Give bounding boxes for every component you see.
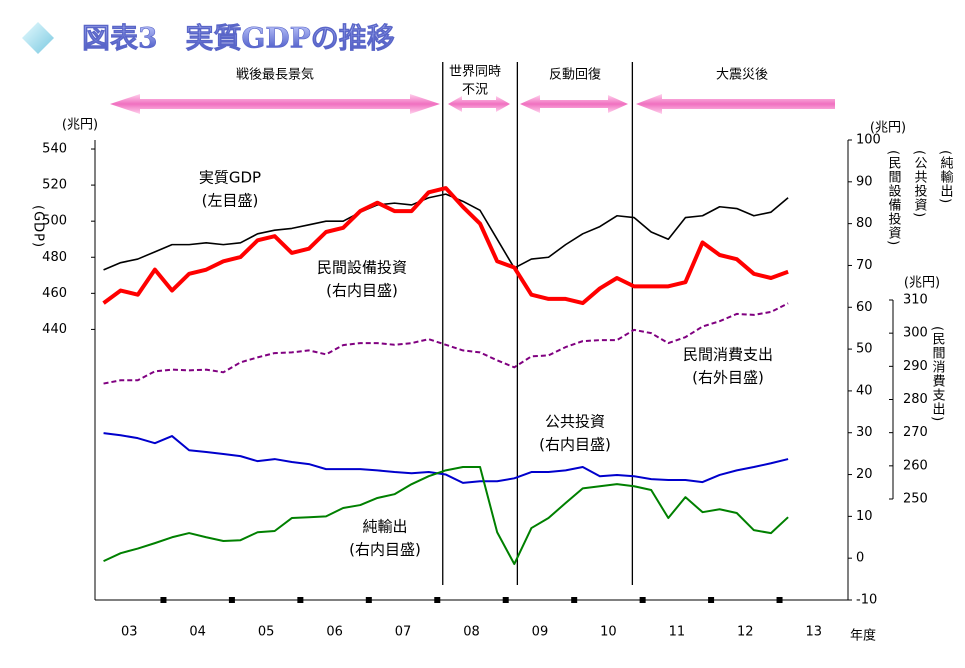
x-tick-label: 04	[189, 625, 206, 640]
series-line	[102, 186, 789, 306]
x-tick-label: 06	[326, 625, 343, 640]
x-tick	[297, 597, 304, 603]
x-tick	[571, 597, 578, 603]
y-tick-label: 480	[42, 250, 67, 265]
series-note: (右内目盛)	[326, 282, 398, 300]
y2-tick-label: 40	[856, 383, 873, 398]
series-label: 純輸出	[362, 518, 407, 536]
y-tick-label: 520	[42, 178, 67, 193]
x-tick-label: 10	[600, 625, 617, 640]
series-label: 民間消費支出	[683, 346, 773, 364]
y2-tick-label: 30	[856, 425, 873, 440]
y3-tick-label: 270	[903, 425, 928, 440]
x-tick	[708, 597, 715, 603]
series-note: (左目盛)	[202, 192, 259, 210]
y2-tick-label: 20	[856, 467, 873, 482]
x-tick-label: 05	[258, 625, 275, 640]
chart-title: 図表3 実質GDPの推移	[82, 22, 395, 55]
x-tick-label: 09	[532, 625, 549, 640]
y2-tick-label: 80	[856, 216, 873, 231]
y2-unit: (兆円)	[870, 121, 906, 136]
series-label: 民間設備投資	[317, 259, 407, 277]
y3-label: (民間消費支出)	[930, 326, 946, 422]
y-unit: (兆円)	[62, 118, 98, 133]
x-tick	[639, 597, 646, 603]
arrow	[636, 94, 835, 114]
y3-tick-label: 250	[903, 492, 928, 507]
y2-label: (民間設備投資)	[886, 150, 902, 246]
x-tick-label: 03	[121, 625, 138, 640]
period-label: 不況	[462, 83, 488, 98]
y3-tick-label: 260	[903, 458, 928, 473]
period-arrows	[110, 94, 835, 114]
x-tick	[228, 597, 235, 603]
y3-tick-label: 300	[903, 326, 928, 341]
y-tick-label: 440	[42, 322, 67, 337]
period-label: 反動回復	[549, 67, 601, 83]
series-label: 公共投資	[545, 413, 605, 431]
period-label: 戦後最長景気	[236, 67, 314, 83]
x-tick-label: 12	[737, 625, 754, 640]
series-note: (右内目盛)	[349, 541, 421, 559]
period-label: 世界同時	[449, 65, 501, 80]
y2-label: (公共投資)	[912, 150, 928, 218]
x-tick	[776, 597, 783, 603]
y-label: (GDP)	[31, 205, 46, 248]
arrow	[110, 94, 440, 114]
x-tick	[160, 597, 167, 603]
y-tick-label: 540	[42, 142, 67, 157]
y2-label: (純輸出)	[938, 150, 954, 204]
series-note: (右内目盛)	[539, 436, 611, 454]
y3-unit: (兆円)	[904, 276, 940, 291]
x-unit: 年度	[850, 628, 876, 644]
x-tick-label: 07	[395, 625, 412, 640]
y2-tick-label: 100	[856, 133, 881, 148]
x-tick	[365, 597, 372, 603]
x-tick	[502, 597, 509, 603]
y2-tick-label: 0	[856, 551, 864, 566]
y2-tick-label: 50	[856, 342, 873, 357]
y-tick-label: 460	[42, 286, 67, 301]
arrow	[448, 96, 510, 112]
y2-tick-label: 70	[856, 258, 873, 273]
x-tick-label: 13	[805, 625, 822, 640]
x-tick-label: 08	[463, 625, 480, 640]
y2-tick-label: 90	[856, 174, 873, 189]
title-icon	[22, 22, 54, 54]
y3-tick-label: 280	[903, 392, 928, 407]
x-tick-label: 11	[669, 625, 686, 640]
series-note: (右外目盛)	[692, 369, 764, 387]
period-label: 大震災後	[716, 68, 768, 83]
series-line	[103, 432, 789, 484]
y2-tick-label: 10	[856, 509, 873, 524]
series-line	[103, 466, 789, 566]
arrow	[520, 95, 628, 113]
y3-tick-label: 290	[903, 359, 928, 374]
series-line	[103, 302, 789, 385]
y3-tick-label: 310	[903, 293, 928, 308]
series-line	[103, 193, 789, 271]
series-label: 実質GDP	[199, 169, 261, 187]
x-tick	[434, 597, 441, 603]
y-tick-label: 500	[42, 214, 67, 229]
y2-tick-label: -10	[856, 593, 877, 608]
y2-tick-label: 60	[856, 300, 873, 315]
